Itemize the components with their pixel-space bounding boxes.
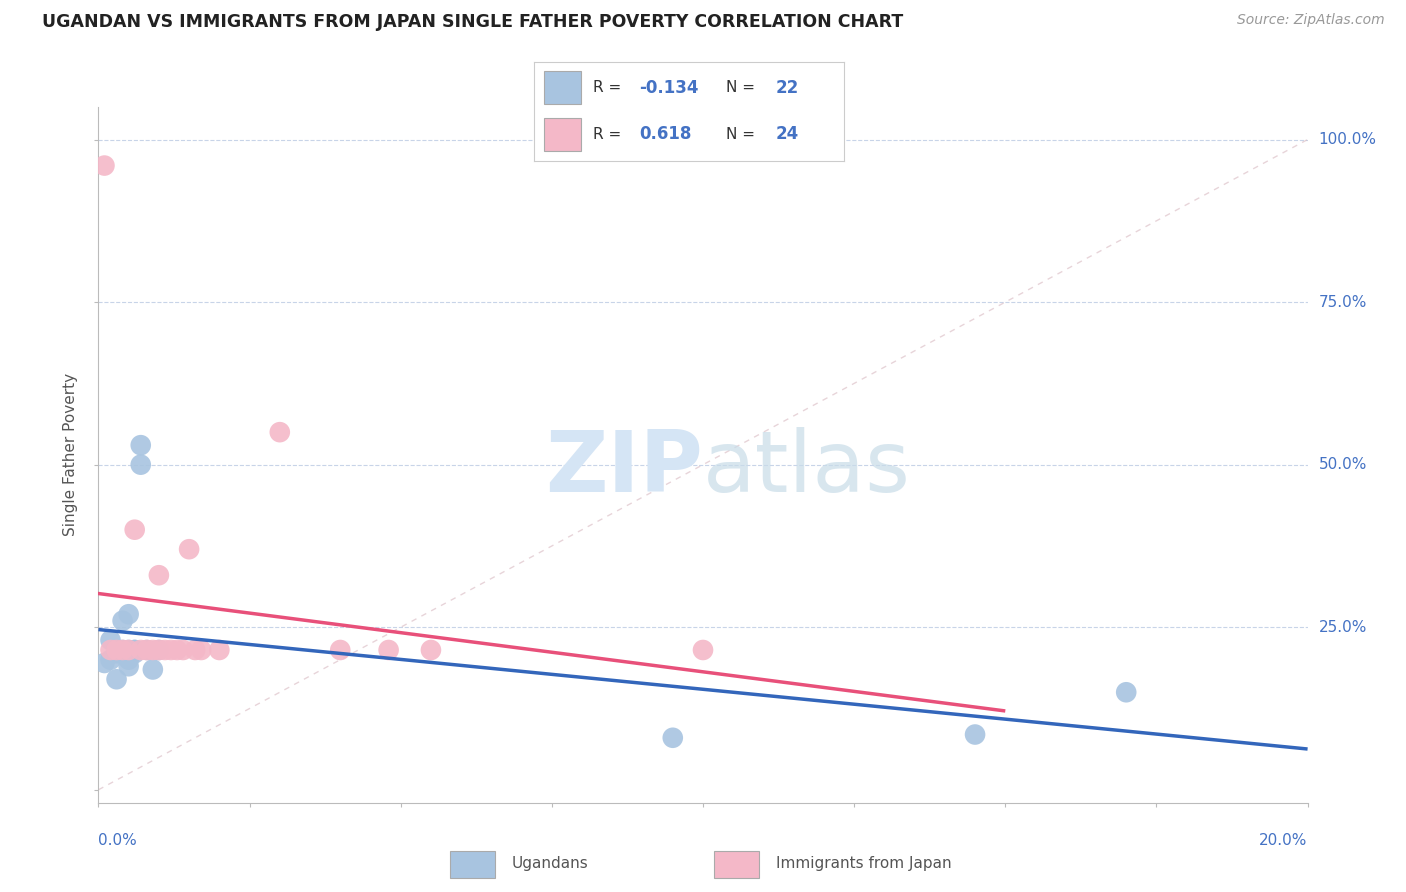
Point <box>124 643 146 657</box>
Point <box>166 643 188 657</box>
Point <box>124 523 146 537</box>
Text: Source: ZipAtlas.com: Source: ZipAtlas.com <box>1237 13 1385 28</box>
Point <box>965 727 987 741</box>
Text: 50.0%: 50.0% <box>1319 458 1367 472</box>
Text: R =: R = <box>593 80 626 95</box>
Point <box>124 643 146 657</box>
Point <box>148 643 170 657</box>
Point <box>118 653 141 667</box>
Point <box>160 643 183 657</box>
Point <box>118 607 141 622</box>
Point <box>1115 685 1137 699</box>
Text: 75.0%: 75.0% <box>1319 294 1367 310</box>
Point <box>100 643 122 657</box>
Text: 0.0%: 0.0% <box>98 833 138 848</box>
Point <box>124 646 146 660</box>
Text: ZIP: ZIP <box>546 427 703 510</box>
Point <box>111 614 134 628</box>
FancyBboxPatch shape <box>714 851 759 878</box>
Text: R =: R = <box>593 127 626 142</box>
Text: N =: N = <box>725 80 759 95</box>
Point <box>135 643 157 657</box>
Point <box>105 672 128 686</box>
Point <box>269 425 291 439</box>
Point <box>329 643 352 657</box>
Text: 25.0%: 25.0% <box>1319 620 1367 635</box>
Point <box>135 643 157 657</box>
Point <box>142 663 165 677</box>
Y-axis label: Single Father Poverty: Single Father Poverty <box>63 374 79 536</box>
Point <box>129 438 152 452</box>
Point <box>190 643 212 657</box>
Point <box>129 458 152 472</box>
Point <box>111 643 134 657</box>
Point <box>419 643 441 657</box>
Point <box>177 542 201 557</box>
Text: -0.134: -0.134 <box>640 79 699 97</box>
Text: N =: N = <box>725 127 759 142</box>
Text: 22: 22 <box>776 79 799 97</box>
Point <box>93 656 115 670</box>
FancyBboxPatch shape <box>450 851 495 878</box>
Text: UGANDAN VS IMMIGRANTS FROM JAPAN SINGLE FATHER POVERTY CORRELATION CHART: UGANDAN VS IMMIGRANTS FROM JAPAN SINGLE … <box>42 13 904 31</box>
Point <box>111 643 134 657</box>
Text: 24: 24 <box>776 125 799 143</box>
Point <box>118 643 141 657</box>
Point <box>148 643 170 657</box>
Point <box>148 568 170 582</box>
Point <box>129 643 152 657</box>
Text: 20.0%: 20.0% <box>1260 833 1308 848</box>
Point <box>184 643 207 657</box>
Point <box>208 643 231 657</box>
Text: atlas: atlas <box>703 427 911 510</box>
Text: Immigrants from Japan: Immigrants from Japan <box>776 855 952 871</box>
Text: 100.0%: 100.0% <box>1319 132 1376 147</box>
Point <box>692 643 714 657</box>
Point <box>100 653 122 667</box>
Point <box>105 646 128 660</box>
Point <box>118 643 141 657</box>
Text: Ugandans: Ugandans <box>512 855 589 871</box>
Point <box>93 159 115 173</box>
Point <box>153 643 176 657</box>
Point <box>142 643 165 657</box>
Point <box>100 633 122 648</box>
Text: 0.618: 0.618 <box>640 125 692 143</box>
FancyBboxPatch shape <box>544 71 581 103</box>
FancyBboxPatch shape <box>544 119 581 151</box>
Point <box>172 643 194 657</box>
Point <box>105 643 128 657</box>
Point <box>661 731 683 745</box>
Point <box>118 659 141 673</box>
Point <box>377 643 399 657</box>
